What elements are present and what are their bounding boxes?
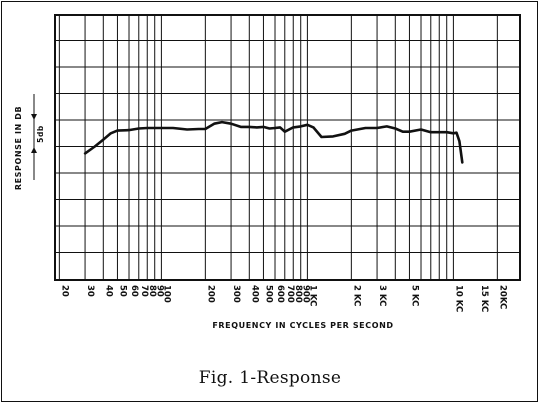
x-tick-label: 100 — [161, 285, 171, 303]
x-tick-label: 40 — [103, 285, 113, 297]
x-tick-label: 1 KC — [307, 285, 317, 306]
x-tick-label: 3 KC — [377, 285, 387, 306]
x-tick-label: 200 — [205, 285, 215, 303]
x-tick-label: 300 — [231, 285, 241, 303]
x-tick-label: 5 KC — [409, 285, 419, 306]
x-tick-label: 20 — [59, 285, 69, 297]
x-tick-label: 60 — [129, 285, 139, 297]
scale-marker: 5db — [31, 94, 45, 180]
x-tick-label: 80 — [147, 285, 157, 297]
x-tick-label: 70 — [139, 285, 149, 297]
y-axis-label-text: RESPONSE IN DB — [14, 106, 23, 190]
x-tick-label: 10 KC — [453, 285, 463, 312]
x-tick-label: 2 KC — [351, 285, 361, 306]
y-axis-label: RESPONSE IN DB — [14, 106, 23, 190]
response-curve — [83, 120, 464, 164]
x-tick-label: 15 KC — [479, 285, 489, 312]
x-axis-label: FREQUENCY IN CYCLES PER SECOND — [212, 321, 393, 330]
x-tick-label: 900 — [301, 285, 311, 303]
chart-grid — [54, 14, 521, 281]
x-tick-label: 600 — [275, 285, 285, 303]
x-tick-label: 30 — [85, 285, 95, 297]
figure-caption: Fig. 1-Response — [198, 368, 342, 388]
x-tick-label: 800 — [293, 285, 303, 303]
x-tick-label: 700 — [285, 285, 295, 303]
x-tick-label: 500 — [263, 285, 273, 303]
scale-marker-label: 5db — [36, 125, 45, 143]
plot-border — [54, 14, 521, 281]
x-tick-label: 400 — [249, 285, 259, 303]
x-tick-label: 90 — [155, 285, 165, 297]
x-tick-label: 20KC — [497, 285, 507, 309]
x-tick-label: 50 — [117, 285, 127, 297]
